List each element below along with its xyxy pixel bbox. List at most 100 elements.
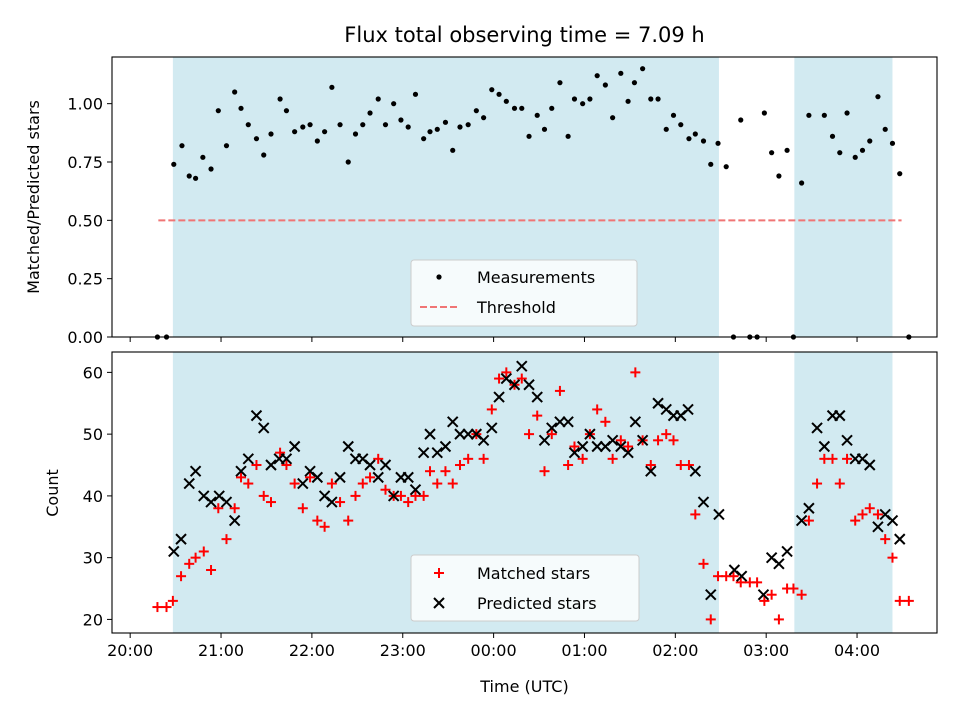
matched-stars-point: [343, 515, 354, 526]
legend-matched-marker: [434, 568, 444, 578]
measurement-point: [715, 140, 721, 146]
legend-predicted-label: Predicted stars: [477, 594, 597, 613]
measurement-point: [367, 110, 373, 116]
predicted-stars-point: [584, 428, 596, 440]
matched-stars-point: [516, 373, 527, 384]
predicted-stars-point: [591, 440, 603, 453]
y-tick-label: 50: [83, 425, 103, 444]
top-y-axis-label: Matched/Predicted stars: [24, 100, 43, 294]
predicted-stars-point: [508, 379, 521, 391]
y-tick-label: 0.75: [67, 153, 103, 172]
matched-stars-point: [880, 534, 891, 545]
measurement-point: [557, 80, 563, 86]
matched-stars-point: [698, 558, 709, 569]
predicted-stars-point: [447, 416, 459, 428]
y-tick-label: 40: [83, 487, 103, 506]
measurement-point: [511, 105, 518, 111]
y-tick-label: 20: [83, 610, 103, 629]
matched-stars-point: [486, 404, 497, 415]
measurement-point: [496, 91, 502, 97]
x-tick-label: 00:00: [471, 641, 517, 660]
x-tick-label: 04:00: [834, 641, 880, 660]
bottom-legend: Matched stars Predicted stars: [410, 554, 640, 622]
matched-stars-point: [432, 478, 443, 489]
measurement-point: [208, 166, 214, 172]
measurement-point: [238, 105, 244, 111]
measurement-point: [631, 80, 638, 86]
measurement-point: [179, 143, 185, 149]
measurement-point: [723, 164, 729, 170]
measurement-point: [670, 112, 677, 118]
matched-stars-point: [167, 595, 178, 606]
matched-stars-point: [350, 490, 361, 501]
predicted-stars-point: [326, 496, 338, 508]
measurement-point: [602, 82, 608, 88]
predicted-stars-point: [431, 446, 443, 459]
matched-stars-point: [297, 503, 308, 514]
measurement-point: [192, 175, 199, 181]
y-tick-label: 0.25: [67, 270, 103, 289]
predicted-stars-point: [280, 453, 293, 465]
matched-stars-point: [683, 460, 694, 471]
measurement-point: [806, 112, 812, 118]
predicted-stars-point: [258, 422, 270, 434]
matched-stars-point: [887, 552, 898, 563]
measurement-point: [799, 180, 805, 186]
measurement-point: [171, 161, 177, 167]
matched-stars-point: [281, 460, 292, 471]
matched-stars-point: [554, 385, 565, 396]
predicted-stars-point: [576, 440, 589, 453]
measurement-point: [292, 129, 298, 135]
measurement-point: [391, 101, 397, 107]
matched-stars-point: [243, 478, 254, 489]
measurement-point: [761, 110, 767, 116]
predicted-stars-point: [424, 428, 436, 440]
measurement-point: [314, 138, 320, 144]
matched-stars-point: [645, 460, 656, 471]
measurement-point: [200, 154, 206, 160]
predicted-stars-point: [568, 446, 581, 459]
matched-stars-point: [872, 509, 883, 520]
measurement-point: [360, 122, 366, 128]
shaded-interval: [794, 352, 893, 633]
legend-measurements-marker: [436, 274, 442, 280]
matched-stars-point: [850, 515, 861, 526]
predicted-stars-point: [250, 409, 263, 422]
measurement-point: [352, 131, 359, 137]
measurement-point: [875, 94, 881, 100]
measurement-point: [610, 115, 616, 121]
matched-stars-point: [454, 460, 465, 471]
measurement-point: [594, 73, 600, 79]
measurement-point: [345, 159, 351, 165]
measurement-point: [618, 70, 624, 76]
measurement-point: [769, 150, 775, 156]
matched-stars-point: [312, 515, 323, 526]
measurement-point: [549, 105, 555, 111]
x-tick-label: 23:00: [380, 641, 426, 660]
predicted-stars-point: [546, 422, 558, 434]
x-tick-label: 20:00: [107, 641, 153, 660]
matched-stars-point: [766, 589, 777, 600]
predicted-stars-point: [235, 465, 247, 477]
legend-predicted-marker: [433, 597, 445, 609]
chart-title: Flux total observing time = 7.09 h: [344, 23, 704, 47]
predicted-stars-point: [538, 434, 551, 447]
matched-stars-point: [903, 595, 914, 606]
legend-threshold-label: Threshold: [476, 298, 556, 317]
measurement-point: [268, 131, 274, 137]
measurement-point: [375, 96, 381, 102]
matched-stars-point: [478, 453, 489, 464]
predicted-stars-point: [242, 453, 254, 465]
matched-stars-point: [418, 490, 429, 501]
matched-stars-point: [365, 472, 376, 483]
measurement-point: [882, 126, 888, 132]
predicted-stars-point: [265, 459, 277, 471]
predicted-stars-point: [175, 533, 187, 545]
measurement-point: [565, 133, 571, 139]
measurement-point: [640, 66, 646, 72]
bottom-y-axis-label: Count: [43, 469, 62, 517]
matched-stars-point: [184, 558, 195, 569]
measurement-point: [307, 122, 313, 128]
x-tick-label: 01:00: [561, 641, 607, 660]
